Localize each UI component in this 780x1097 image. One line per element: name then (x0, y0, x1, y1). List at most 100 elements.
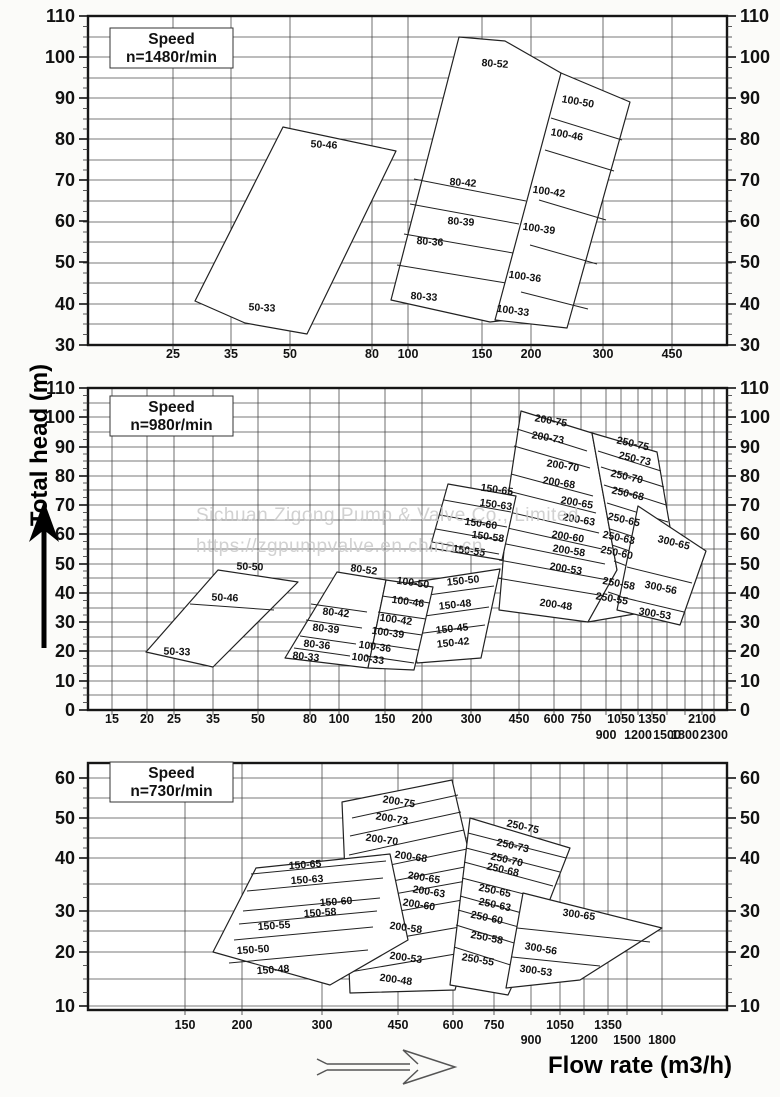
model-label-150-60: 150-60 (464, 516, 498, 532)
model-label-50-33: 50-33 (248, 301, 276, 314)
x-tick-label: 200 (412, 712, 433, 726)
model-label-200-60: 200-60 (551, 529, 585, 546)
y-tick-label: 110 (740, 6, 769, 26)
y-tick-label: 60 (740, 211, 760, 231)
model-label-100-42: 100-42 (532, 184, 566, 200)
x-tick-label: 100 (329, 712, 350, 726)
x-tick-label: 600 (544, 712, 565, 726)
speed-title: Speed (148, 399, 195, 416)
model-label-200-70: 200-70 (365, 832, 399, 848)
y-tick-label: 40 (740, 848, 760, 868)
model-label-150-45: 150-45 (435, 621, 469, 636)
model-label-200-68: 200-68 (542, 475, 576, 492)
x-tick-label: 20 (140, 712, 154, 726)
speed-value: n=980r/min (130, 417, 212, 434)
model-label-100-42: 100-42 (379, 612, 413, 628)
x-tick-label: 1200 (570, 1033, 598, 1047)
region-980-150u (429, 483, 517, 561)
y-tick-label: 50 (740, 808, 760, 828)
model-label-200-53: 200-53 (389, 950, 423, 966)
speed-box-980 (109, 395, 234, 437)
model-label-80-36: 80-36 (416, 235, 444, 249)
y-tick-label: 90 (740, 437, 760, 457)
model-label-100-33: 100-33 (496, 303, 530, 319)
y-tick-label: 100 (45, 47, 75, 67)
model-label-200-65: 200-65 (560, 494, 594, 512)
model-label-150-42: 150-42 (436, 635, 470, 650)
y-tick-label: 80 (55, 129, 75, 149)
region-730-150 (212, 853, 409, 986)
model-label-150-60: 150-60 (319, 895, 353, 909)
y-tick-label: 60 (55, 768, 75, 788)
y-tick-label: 100 (45, 407, 75, 427)
x-tick-label: 300 (461, 712, 482, 726)
x-tick-label: 1050 (607, 712, 635, 726)
model-label-300-53: 300-53 (638, 606, 672, 623)
y-tick-label: 30 (55, 335, 75, 355)
model-label-200-65: 200-65 (407, 870, 441, 887)
model-label-200-63: 200-63 (412, 884, 446, 901)
model-label-80-39: 80-39 (312, 622, 340, 637)
model-label-200-58: 200-58 (389, 920, 423, 936)
x-tick-label: 25 (167, 712, 181, 726)
y-tick-label: 40 (740, 583, 760, 603)
x-tick-label: 150 (472, 347, 493, 361)
y-tick-label: 0 (740, 700, 750, 720)
x-tick-label: 1500 (613, 1033, 641, 1047)
model-label-100-36: 100-36 (358, 639, 392, 655)
speed-box-730 (109, 761, 234, 803)
y-tick-label: 40 (55, 848, 75, 868)
model-label-80-42: 80-42 (449, 176, 477, 190)
y-tick-label: 70 (740, 495, 760, 515)
y-tick-label: 30 (55, 901, 75, 921)
model-label-150-50: 150-50 (236, 943, 270, 957)
model-label-150-48: 150-48 (438, 597, 472, 612)
x-tick-label: 750 (484, 1018, 505, 1032)
region-980-50 (145, 569, 299, 668)
speed-value: n=1480r/min (126, 49, 217, 66)
y-tick-label: 30 (55, 612, 75, 632)
x-tick-label: 35 (224, 347, 238, 361)
x-tick-label: 2300 (700, 728, 728, 742)
x-tick-label: 80 (365, 347, 379, 361)
model-label-80-39: 80-39 (447, 215, 475, 229)
y-tick-label: 60 (740, 524, 760, 544)
x-tick-label: 1350 (594, 1018, 622, 1032)
model-label-200-70: 200-70 (546, 458, 580, 475)
region-980-300 (616, 505, 707, 626)
y-tick-label: 30 (740, 612, 760, 632)
x-tick-label: 50 (251, 712, 265, 726)
x-tick-label: 600 (443, 1018, 464, 1032)
model-label-200-73: 200-73 (531, 429, 565, 447)
x-tick-label: 150 (175, 1018, 196, 1032)
model-label-300-53: 300-53 (519, 963, 553, 979)
model-label-300-56: 300-56 (524, 940, 558, 958)
y-tick-label: 80 (740, 466, 760, 486)
x-tick-label: 750 (571, 712, 592, 726)
model-label-100-36: 100-36 (508, 269, 542, 285)
model-label-150-58: 150-58 (471, 529, 505, 545)
x-tick-label: 50 (283, 347, 297, 361)
x-tick-label: 80 (303, 712, 317, 726)
model-label-200-75: 200-75 (534, 412, 568, 430)
y-tick-label: 20 (55, 641, 75, 661)
y-tick-label: 90 (55, 437, 75, 457)
model-label-80-33: 80-33 (410, 290, 438, 304)
y-tick-label: 60 (55, 211, 75, 231)
y-tick-label: 80 (740, 129, 760, 149)
right-arrow-icon (316, 1049, 458, 1085)
model-label-200-53: 200-53 (549, 561, 583, 578)
model-label-150-55: 150-55 (257, 919, 291, 933)
speed-box-1480 (109, 27, 234, 69)
y-tick-label: 70 (55, 495, 75, 515)
model-label-80-42: 80-42 (322, 606, 350, 621)
model-label-200-48: 200-48 (539, 597, 573, 613)
y-tick-label: 40 (55, 294, 75, 314)
chart-730: 200-75200-73200-70200-68200-65200-63200-… (55, 761, 760, 1047)
y-tick-label: 20 (55, 942, 75, 962)
y-tick-label: 100 (740, 47, 770, 67)
x-tick-label: 450 (509, 712, 530, 726)
model-label-150-58: 150-58 (303, 906, 337, 920)
x-tick-label: 1200 (624, 728, 652, 742)
